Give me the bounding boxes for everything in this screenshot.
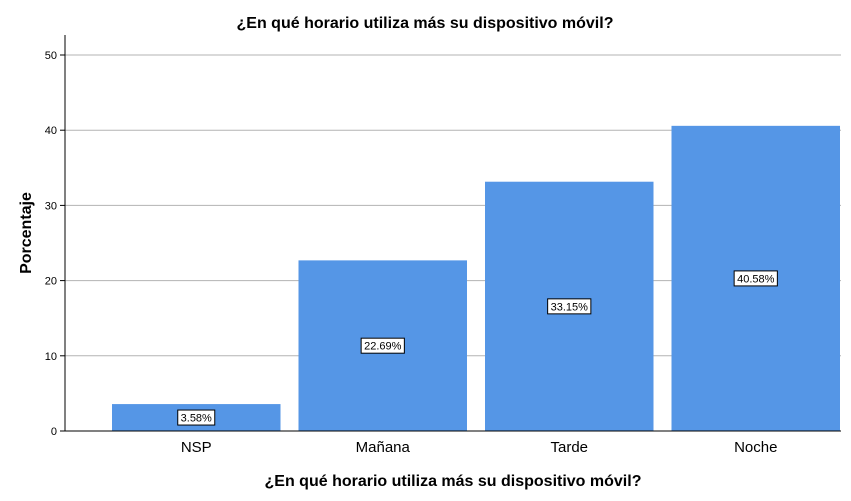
y-axis-title: Porcentaje — [18, 192, 35, 274]
data-label-box — [733, 270, 778, 287]
axis-layer: 0 10 20 30 40 50 NSP Mañana Tarde Noche — [45, 35, 841, 456]
y-tick-label: 20 — [45, 276, 57, 288]
data-label: 22.69% — [364, 341, 402, 353]
data-label: 3.58% — [181, 413, 212, 425]
y-tick-label: 0 — [51, 426, 57, 438]
x-axis-title: ¿En qué horario utiliza más su dispositi… — [265, 473, 642, 490]
y-tick-label: 10 — [45, 351, 57, 363]
data-label: 33.15% — [551, 301, 589, 313]
data-label: 40.58% — [737, 273, 775, 285]
y-tick-label: 40 — [45, 125, 57, 137]
chart-title: ¿En qué horario utiliza más su dispositi… — [237, 15, 614, 32]
x-tick-label: Tarde — [550, 439, 588, 456]
x-tick-label: Noche — [734, 439, 777, 456]
data-label-box — [360, 337, 405, 354]
bar-layer — [112, 125, 840, 431]
data-label-box — [547, 298, 592, 315]
y-tick-label: 50 — [45, 50, 57, 62]
data-label-box — [177, 409, 216, 426]
y-tick-label: 30 — [45, 200, 57, 212]
x-tick-label: Mañana — [356, 439, 411, 456]
x-tick-label: NSP — [181, 439, 212, 456]
data-label-layer: 3.58% 22.69% 33.15% 40.58% — [177, 270, 778, 426]
